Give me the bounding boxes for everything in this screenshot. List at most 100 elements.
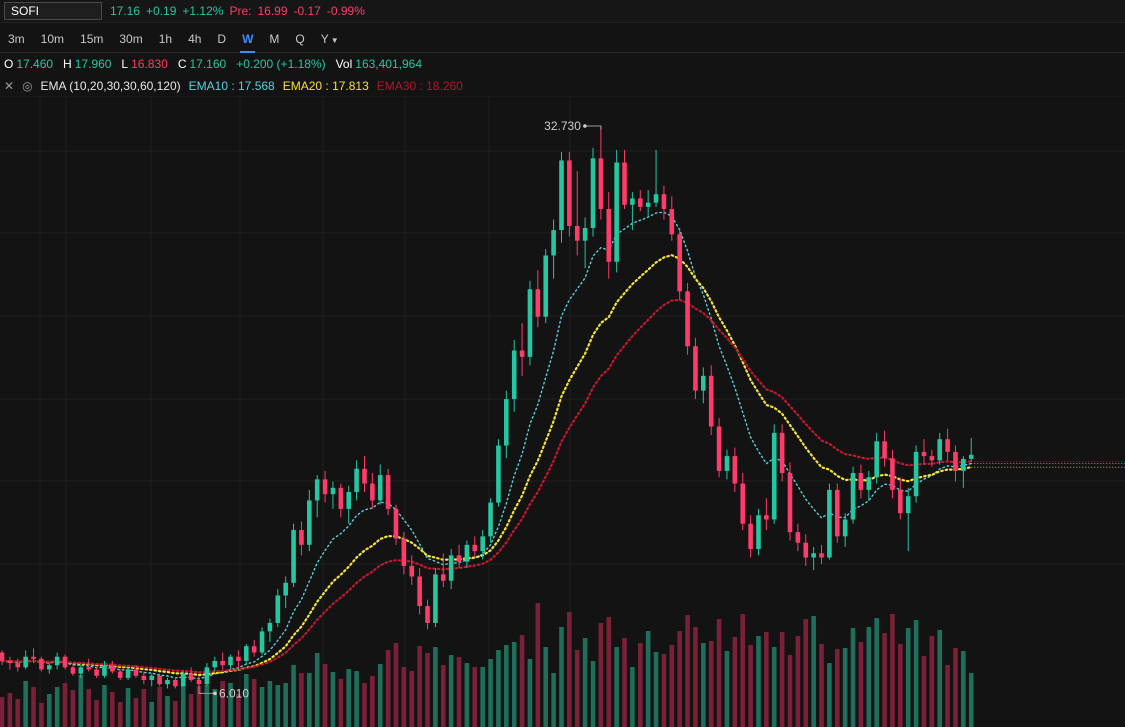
candle-body [102,665,107,676]
tab-10m[interactable]: 10m [40,32,65,46]
volume-bar [756,636,761,727]
close-readout: C 17.160 [178,57,226,71]
close-value: 17.160 [189,57,227,71]
volume-bar [866,627,872,727]
volume-bar [204,685,210,727]
candle-body [827,489,832,558]
candle-body [173,679,178,687]
volume-bar [54,687,60,727]
candle-body [898,489,903,514]
candle-body [94,669,99,676]
volume-bar [961,651,966,727]
tab-30m[interactable]: 30m [119,32,143,46]
close-icon[interactable]: ✕ [4,79,15,93]
tab-quarter[interactable]: Q [295,32,305,46]
premarket-price: 16.99 [257,4,288,18]
candle-body [701,375,706,391]
candle-body [110,665,115,672]
volume-bar [354,671,359,727]
quote-summary: 17.16 +0.19 +1.12% Pre: 16.99 -0.17 -0.9… [110,4,365,18]
candle-body [196,679,202,685]
volume-bar [858,642,864,727]
volume-bar [771,647,777,727]
candle-body [653,194,659,203]
high-label: H [63,57,72,71]
eye-icon[interactable]: ◎ [22,79,33,93]
tab-4h[interactable]: 4h [188,32,202,46]
volume-bar [504,645,509,727]
tab-3m[interactable]: 3m [8,32,25,46]
volume-bar [614,647,619,727]
candle-body [905,496,911,514]
ohlc-readout: O 17.460 H 17.960 L 16.830 C 17.160 +0.200 (… [4,57,422,71]
volume-bar [314,653,320,727]
open-readout: O 17.460 [4,57,53,71]
candle-body [732,456,738,484]
candle-body [46,665,52,670]
volume-bar [905,628,911,727]
candle-body [401,538,407,566]
candle-body [425,606,430,623]
price-chart[interactable]: 32.730 6.010 [0,96,1125,727]
volume-bar [141,689,147,727]
candle-body [574,225,580,241]
candle-body [322,479,328,495]
tab-month[interactable]: M [269,32,280,46]
premarket-change: -0.17 [293,4,321,18]
ema20-line [0,254,973,677]
volume-bar [393,643,399,727]
volume-bar [685,615,690,727]
volume-bar [228,683,233,727]
candle-body [527,289,533,357]
volume-bar [574,650,580,727]
candle-body [819,553,824,558]
candle-body [874,441,879,478]
low-value: 16.830 [131,57,168,71]
tab-15m[interactable]: 15m [80,32,104,46]
symbol-input[interactable] [4,2,102,20]
candle-body [0,652,5,661]
volume-bar [86,689,91,727]
candle-body [598,158,604,210]
candle-body [811,553,816,558]
volume-bar [480,667,485,727]
tab-year-dropdown[interactable]: Y ▼ [313,28,347,52]
candle-body [519,350,525,357]
volume-bar [440,665,446,727]
candle-body [913,451,919,497]
volume-bar [590,661,596,727]
volume-bar [267,681,273,727]
candle-body [708,375,714,427]
low-readout: L 16.830 [121,57,167,71]
volume-bar [913,620,919,727]
candle-body [724,456,730,471]
candle-body [858,473,864,490]
candle-body [456,555,462,562]
volume-bar [921,656,927,727]
volume-bar [149,702,155,727]
volume-bar [527,659,533,727]
volume-bar [811,616,816,727]
tab-1h[interactable]: 1h [158,32,173,46]
volume-bar [259,687,265,727]
candle-body [535,289,541,317]
tab-week[interactable]: W [234,28,261,53]
volume-bar [850,628,856,727]
candle-body [511,350,517,400]
candle-body [551,230,556,256]
candle-body [346,492,352,509]
volume-bar [787,655,793,727]
candle-body [228,656,233,666]
volume-bar [0,697,5,727]
candle-body [834,489,840,537]
candle-body [7,660,13,664]
candle-body [504,399,509,446]
low-label: L [121,57,129,71]
candle-body [543,255,549,317]
tab-day[interactable]: D [217,32,227,46]
volume-bar [362,683,367,727]
candle-body [685,291,690,347]
volume-bar [133,698,139,727]
candle-body [291,530,296,583]
volume-bar [110,692,115,727]
